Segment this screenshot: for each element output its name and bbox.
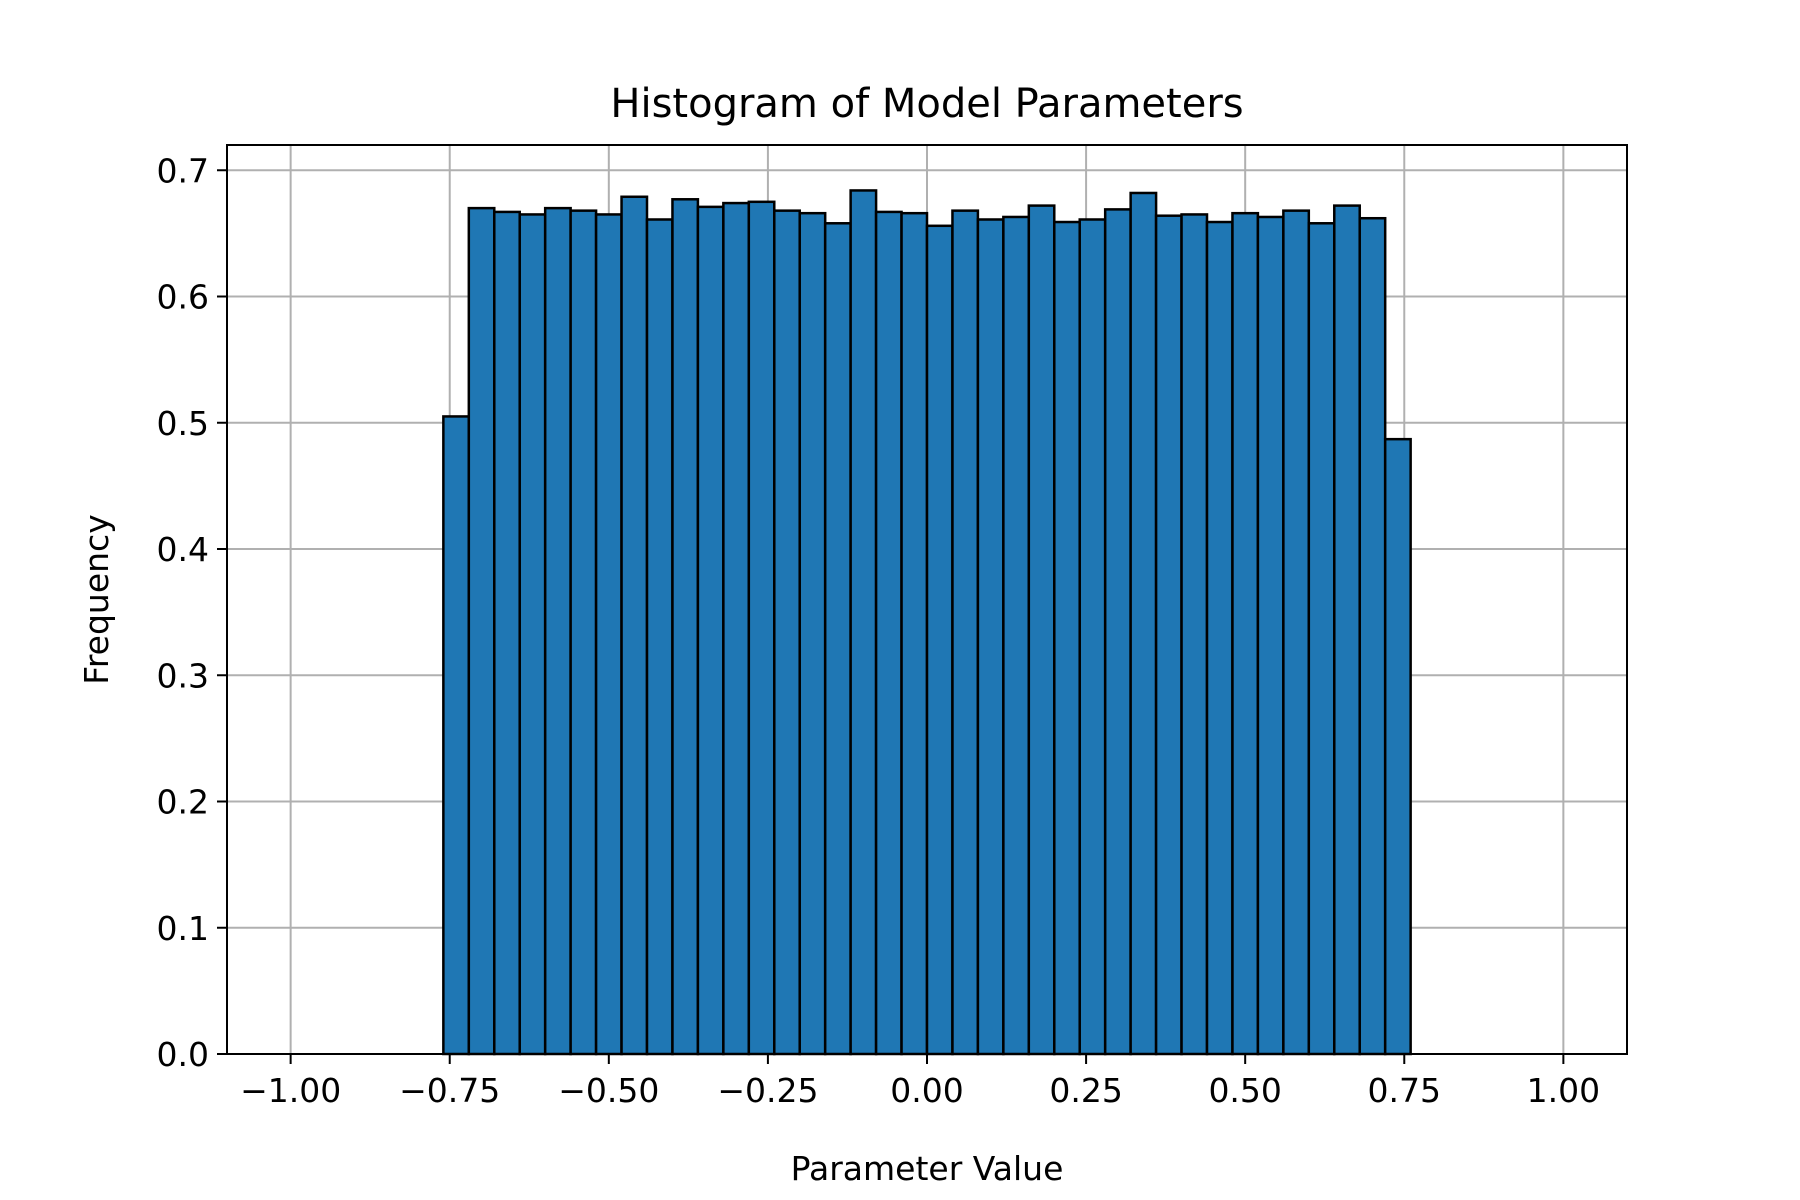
histogram-bar [773,209,801,1056]
histogram-bar [1383,437,1412,1056]
y-axis-label: Frequency [77,514,116,684]
x-tick-label: 1.00 [1527,1071,1600,1110]
y-tick-label: 0.2 [157,783,209,822]
histogram-bar [671,198,700,1056]
y-tick-label: 0.4 [157,530,209,569]
histogram-bar [1002,215,1031,1056]
histogram-bar [1129,191,1158,1056]
histogram-bar [543,206,572,1056]
histogram-bar [722,201,751,1056]
histogram-bar [798,211,827,1056]
y-tick-label: 0.1 [157,909,209,948]
y-tick-label: 0.0 [157,1035,209,1074]
x-tick-label: 0.00 [890,1071,963,1110]
x-tick-label: −1.00 [240,1071,341,1110]
x-tick-label: 0.25 [1049,1071,1122,1110]
histogram-bar [1078,218,1107,1056]
x-tick-label: 0.75 [1368,1071,1441,1110]
histogram-bar [493,210,521,1056]
y-tick-label: 0.7 [157,151,209,190]
histogram-bar [951,209,980,1056]
histogram-bar [442,415,471,1056]
histogram-bar [1180,213,1209,1056]
x-tick-label: −0.75 [399,1071,500,1110]
x-tick-label: −0.50 [558,1071,659,1110]
histogram-bar [569,209,598,1056]
histogram-bar [925,224,954,1056]
y-tick-label: 0.3 [157,656,209,695]
y-tick-label: 0.5 [157,404,209,443]
histogram-bar [849,189,878,1056]
histogram-bar [1231,211,1260,1056]
histogram-bar [1027,204,1056,1056]
histogram-bars [442,189,1412,1056]
chart-title: Histogram of Model Parameters [610,81,1243,127]
histogram-bar [1333,204,1361,1056]
histogram-bar [1256,215,1285,1056]
x-axis-label: Parameter Value [791,1149,1064,1188]
histogram-bar [1358,216,1387,1056]
histogram-bar [747,200,776,1056]
histogram-bar [594,213,623,1056]
x-tick-label: −0.25 [717,1071,818,1110]
y-tick-label: 0.6 [157,278,209,317]
histogram-bar [467,206,496,1056]
histogram-bar [1282,209,1311,1056]
histogram-bar [1205,220,1234,1056]
histogram-bar [1103,208,1132,1056]
histogram-bar [1053,220,1081,1056]
histogram-bar [620,195,649,1056]
histogram-bar [823,222,852,1056]
histogram-bar [696,205,725,1056]
histogram-bar [1154,214,1183,1056]
histogram-bar [645,218,674,1056]
axis-ticks: −1.00 −0.75 −0.50 −0.25 0.00 0.25 0.50 0.75 1.00… [157,151,1601,1110]
histogram-bar [976,218,1005,1056]
histogram-bar [518,213,547,1056]
x-tick-label: 0.50 [1208,1071,1281,1110]
histogram-bar [900,211,929,1056]
histogram-bar [1307,222,1336,1056]
histogram-bar [874,210,903,1056]
